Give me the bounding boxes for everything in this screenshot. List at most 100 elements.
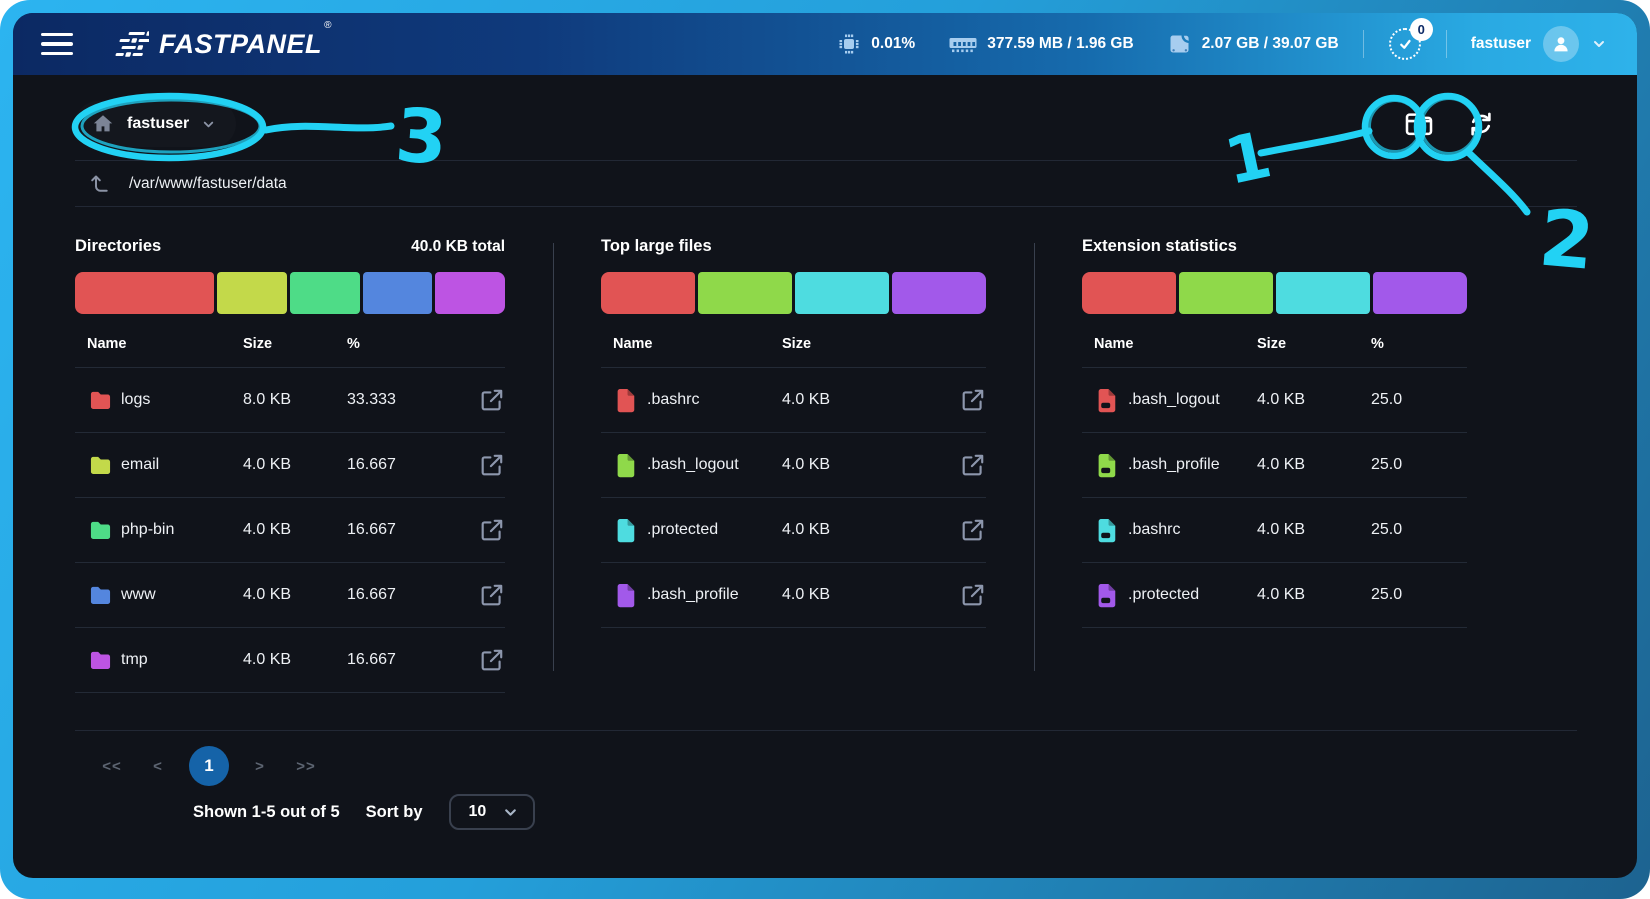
row-percent: 16.667	[347, 651, 396, 668]
ram-stat: 377.59 MB / 1.96 GB	[949, 33, 1134, 55]
table-row: .protected 4.0 KB	[601, 498, 986, 563]
open-external-button[interactable]	[946, 582, 986, 608]
folder-icon	[1405, 113, 1433, 136]
chevron-down-icon	[1594, 41, 1604, 47]
location-toolbar: fastuser	[75, 99, 1577, 149]
open-external-button[interactable]	[465, 582, 505, 608]
page-size-select[interactable]: 10	[448, 794, 536, 830]
folder-icon	[75, 582, 121, 609]
row-name: email	[121, 456, 160, 473]
table-row: .bashrc 4.0 KB 25.0	[1082, 498, 1467, 563]
bar-segment	[1179, 272, 1273, 314]
main-content: fastuser	[13, 75, 1637, 878]
file-icon	[601, 387, 647, 414]
column-header: Name	[1094, 336, 1134, 352]
row-name: .bash_logout	[1128, 391, 1220, 408]
file-ext-icon	[1082, 517, 1128, 544]
page-next-button[interactable]: >	[255, 757, 265, 775]
file-manager-button[interactable]	[1401, 106, 1437, 142]
refresh-icon	[1471, 112, 1491, 136]
server-stats: 0.01% 377.59 MB / 1.96 GB 2.07 GB / 39.0…	[837, 32, 1339, 56]
row-percent: 25.0	[1371, 391, 1403, 408]
disk-stat: 2.07 GB / 39.07 GB	[1168, 32, 1339, 56]
tasks-button[interactable]: 0	[1388, 18, 1433, 61]
column-header: Name	[87, 336, 127, 352]
cpu-icon	[839, 34, 859, 54]
pagination-info: Shown 1-5 out of 5 Sort by 10	[75, 794, 1577, 830]
level-up-icon[interactable]	[89, 172, 113, 196]
cpu-stat: 0.01%	[837, 32, 915, 56]
column-header: Size	[243, 336, 273, 352]
bar-segment	[892, 272, 986, 314]
top-header: FASTPANEL® 0.01%	[13, 13, 1637, 75]
chevron-down-icon	[204, 121, 214, 127]
divider	[75, 160, 1577, 161]
panel-title: Top large files	[601, 237, 712, 255]
open-external-button[interactable]	[465, 387, 505, 413]
user-menu[interactable]: fastuser	[1471, 26, 1607, 62]
row-percent: 25.0	[1371, 456, 1403, 473]
row-percent: 25.0	[1371, 586, 1403, 603]
usage-bar	[75, 272, 506, 314]
file-icon	[601, 517, 647, 544]
open-external-button[interactable]	[946, 517, 986, 543]
panel-divider	[553, 243, 554, 671]
table-row: .bash_logout 4.0 KB	[601, 433, 986, 498]
bar-segment	[217, 272, 288, 314]
row-name: php-bin	[121, 521, 175, 538]
hamburger-menu-icon[interactable]	[41, 33, 73, 55]
stats-panel: Top large files Name Size .bashrc 4.0 KB .b…	[601, 237, 986, 693]
row-size: 4.0 KB	[243, 651, 292, 668]
row-size: 4.0 KB	[782, 391, 831, 408]
open-external-button[interactable]	[465, 647, 505, 673]
page-size-value: 10	[468, 803, 487, 820]
fastpanel-logo[interactable]: FASTPANEL®	[113, 20, 331, 60]
column-header: %	[347, 336, 360, 352]
row-percent: 16.667	[347, 521, 396, 538]
table-row: .bash_profile 4.0 KB 25.0	[1082, 433, 1467, 498]
chevron-down-icon	[505, 808, 517, 816]
registered-mark: ®	[324, 19, 332, 31]
row-size: 4.0 KB	[1257, 456, 1306, 473]
bar-segment	[698, 272, 792, 314]
location-dropdown[interactable]: fastuser	[75, 101, 236, 147]
row-name: .bashrc	[1128, 521, 1181, 538]
ram-value: 377.59 MB / 1.96 GB	[987, 35, 1134, 52]
path-row: /var/www/fastuser/data	[75, 161, 1577, 206]
open-external-button[interactable]	[946, 387, 986, 413]
panel-title: Directories	[75, 237, 162, 255]
table-row: .protected 4.0 KB 25.0	[1082, 563, 1467, 628]
column-header: %	[1371, 336, 1384, 352]
open-external-button[interactable]	[465, 517, 505, 543]
app: FASTPANEL® 0.01%	[13, 13, 1637, 878]
table-row: .bash_profile 4.0 KB	[601, 563, 986, 628]
row-percent: 16.667	[347, 456, 396, 473]
open-external-button[interactable]	[946, 452, 986, 478]
row-size: 4.0 KB	[782, 521, 831, 538]
current-path: /var/www/fastuser/data	[129, 174, 287, 192]
panel-total: 40.0 KB total	[411, 238, 505, 255]
bar-segment	[601, 272, 695, 314]
page-current-button[interactable]: 1	[189, 746, 229, 786]
location-label: fastuser	[127, 115, 190, 132]
page-last-button[interactable]: >>	[296, 757, 316, 775]
page-first-button[interactable]: <<	[102, 757, 122, 775]
row-name: logs	[121, 391, 151, 408]
row-size: 4.0 KB	[243, 456, 292, 473]
refresh-button[interactable]	[1463, 106, 1499, 142]
row-size: 4.0 KB	[1257, 586, 1306, 603]
bar-segment	[75, 272, 215, 314]
row-name: .protected	[647, 521, 719, 538]
stats-panel: Extension statistics Name Size% .bash_log…	[1082, 237, 1467, 693]
row-name: .bashrc	[647, 391, 700, 408]
folder-icon	[75, 517, 121, 544]
panels-grid: Directories 40.0 KB total Name Size% logs…	[75, 237, 1467, 693]
row-name: www	[121, 586, 156, 603]
bar-segment	[1082, 272, 1176, 314]
row-percent: 25.0	[1371, 521, 1403, 538]
disk-value: 2.07 GB / 39.07 GB	[1201, 35, 1339, 52]
column-header: Size	[1257, 336, 1287, 352]
open-external-button[interactable]	[465, 452, 505, 478]
page-prev-button[interactable]: <	[153, 757, 163, 775]
